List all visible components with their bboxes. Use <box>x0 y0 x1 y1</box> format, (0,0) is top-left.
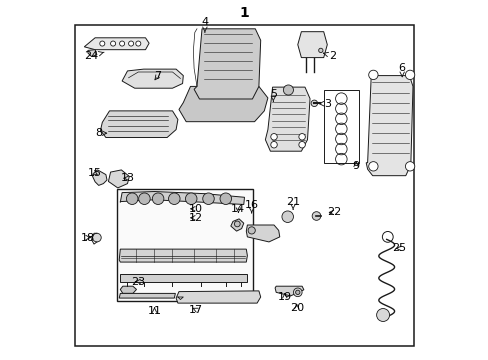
Polygon shape <box>265 87 309 151</box>
Polygon shape <box>101 111 178 138</box>
Circle shape <box>128 41 133 46</box>
Text: 24: 24 <box>84 51 104 61</box>
Bar <box>75 25 413 346</box>
Text: 19: 19 <box>277 292 291 302</box>
Text: 4: 4 <box>201 17 208 32</box>
Circle shape <box>270 141 277 148</box>
Text: 23: 23 <box>131 276 145 287</box>
Text: 14: 14 <box>231 204 245 214</box>
Text: 25: 25 <box>391 243 406 253</box>
Text: 3: 3 <box>319 99 330 109</box>
Polygon shape <box>275 286 303 296</box>
Circle shape <box>247 227 255 234</box>
Circle shape <box>136 41 141 46</box>
Polygon shape <box>120 274 247 282</box>
Polygon shape <box>119 249 247 262</box>
Text: 8: 8 <box>95 128 106 138</box>
Text: 5: 5 <box>269 89 276 102</box>
Text: 10: 10 <box>188 204 203 214</box>
Polygon shape <box>297 32 326 58</box>
Polygon shape <box>366 76 412 176</box>
Circle shape <box>220 193 231 204</box>
Text: 20: 20 <box>289 303 303 313</box>
Circle shape <box>203 193 214 204</box>
Text: 9: 9 <box>352 161 359 171</box>
Circle shape <box>152 193 163 204</box>
Circle shape <box>139 193 150 204</box>
Circle shape <box>405 70 414 80</box>
Circle shape <box>311 212 320 220</box>
Circle shape <box>234 221 240 227</box>
Polygon shape <box>246 225 279 242</box>
Polygon shape <box>119 293 175 298</box>
Circle shape <box>298 141 305 148</box>
Polygon shape <box>120 192 244 204</box>
Text: 15: 15 <box>87 168 101 178</box>
Circle shape <box>368 70 377 80</box>
Polygon shape <box>176 291 260 303</box>
Polygon shape <box>194 29 260 99</box>
Polygon shape <box>108 170 129 188</box>
Bar <box>117 189 253 301</box>
Circle shape <box>120 41 124 46</box>
Circle shape <box>376 309 389 321</box>
Circle shape <box>318 48 322 53</box>
Circle shape <box>368 162 377 171</box>
Circle shape <box>298 134 305 140</box>
Text: 13: 13 <box>120 173 134 183</box>
Text: 11: 11 <box>147 306 161 316</box>
Text: 12: 12 <box>188 213 203 223</box>
Circle shape <box>405 162 414 171</box>
Text: 21: 21 <box>285 197 300 210</box>
Circle shape <box>295 290 299 294</box>
Text: 1: 1 <box>239 6 249 19</box>
Text: 22: 22 <box>326 207 341 217</box>
Circle shape <box>168 193 180 204</box>
Polygon shape <box>230 219 244 231</box>
Text: 16: 16 <box>244 200 258 213</box>
Circle shape <box>270 134 277 140</box>
Circle shape <box>126 193 138 204</box>
Circle shape <box>293 288 302 297</box>
Text: 18: 18 <box>81 233 95 243</box>
Polygon shape <box>120 286 136 293</box>
Circle shape <box>310 100 317 107</box>
Polygon shape <box>84 38 149 50</box>
Circle shape <box>185 193 197 204</box>
Text: 17: 17 <box>188 305 203 315</box>
Circle shape <box>100 41 104 46</box>
Circle shape <box>110 41 115 46</box>
Text: 2: 2 <box>323 51 336 61</box>
Polygon shape <box>88 50 97 57</box>
Text: 7: 7 <box>154 71 162 81</box>
Polygon shape <box>179 86 267 122</box>
Polygon shape <box>92 170 107 185</box>
Polygon shape <box>122 69 183 88</box>
Text: 6: 6 <box>398 63 405 77</box>
Circle shape <box>283 85 293 95</box>
Circle shape <box>282 211 293 222</box>
Circle shape <box>92 233 101 242</box>
